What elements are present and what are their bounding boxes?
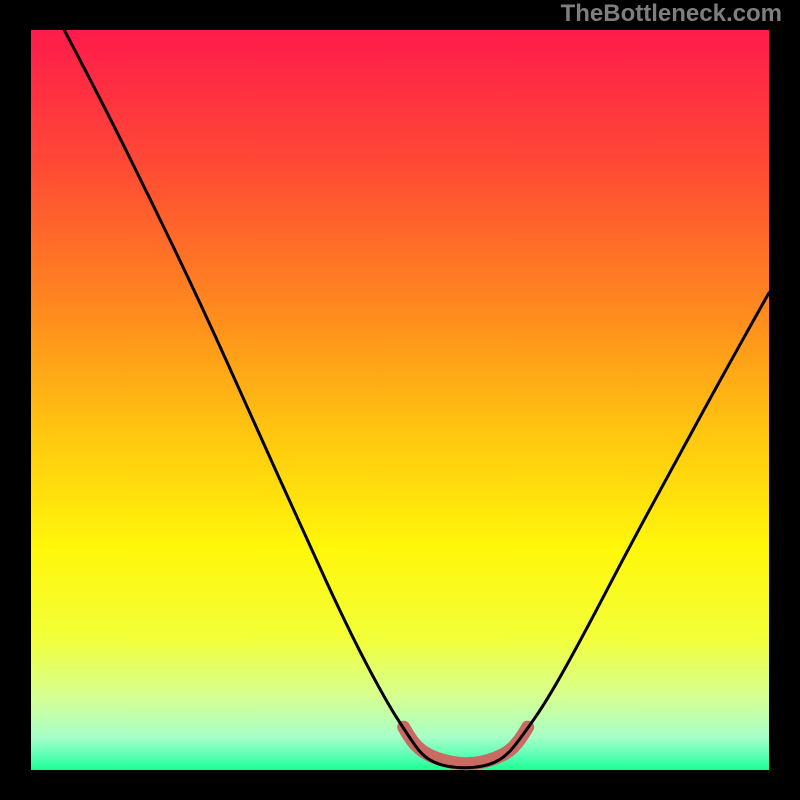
chart-container: TheBottleneck.com [0,0,800,800]
watermark-text: TheBottleneck.com [561,0,782,28]
gradient-background [31,30,769,770]
bottleneck-chart [0,0,800,800]
